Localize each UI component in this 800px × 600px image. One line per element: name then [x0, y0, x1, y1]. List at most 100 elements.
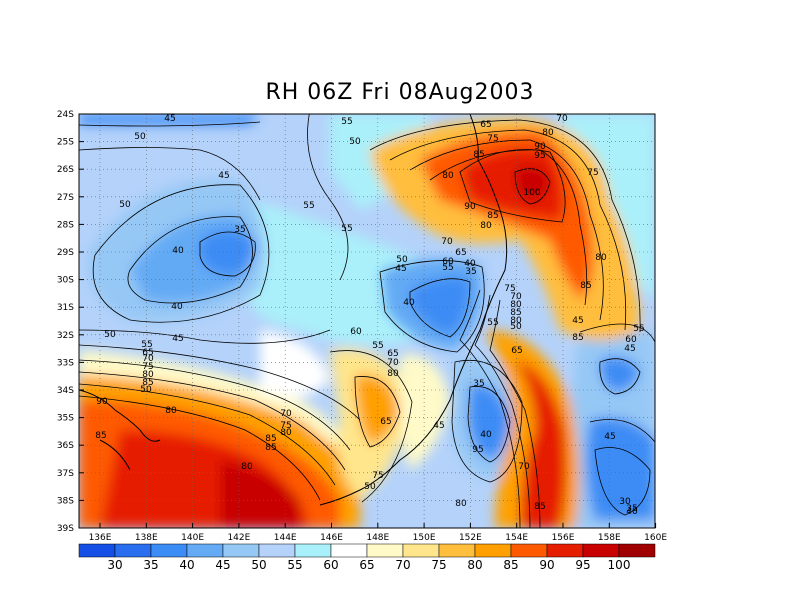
- contour-label: 50: [104, 330, 116, 340]
- contour-label: 55: [633, 324, 644, 334]
- contour-label: 75: [280, 421, 291, 431]
- colorbar-swatch: [402, 543, 440, 558]
- colorbar-label: 95: [575, 558, 590, 572]
- lat-tick-label: 29S: [57, 248, 74, 258]
- lat-tick-label: 38S: [57, 496, 74, 506]
- lon-tick-label: 154E: [505, 533, 528, 543]
- contour-label: 85: [580, 281, 591, 291]
- colorbar-label: 60: [323, 558, 338, 572]
- contour-label: 45: [218, 171, 229, 181]
- lat-tick-label: 28S: [57, 220, 74, 230]
- contour-label: 50: [140, 385, 152, 395]
- contour-label: 40: [480, 430, 492, 440]
- colorbar-swatch: [330, 543, 368, 558]
- colorbar-label: 65: [359, 558, 374, 572]
- contour-label: 55: [487, 318, 498, 328]
- contour-lines: [79, 114, 655, 528]
- contour-label: 85: [510, 308, 521, 318]
- contour-label: 35: [626, 504, 637, 514]
- lon-tick-label: 156E: [552, 533, 575, 543]
- colorbar-label: 80: [467, 558, 482, 572]
- colorbar-swatch: [186, 543, 224, 558]
- colorbar-swatch: [222, 543, 260, 558]
- lat-tick-label: 32S: [57, 331, 74, 341]
- contour-label: 90: [534, 142, 546, 152]
- contour-label: 80: [542, 128, 554, 138]
- contour-label: 55: [341, 117, 352, 127]
- colorbar-label: 90: [539, 558, 554, 572]
- rh-field: [79, 114, 655, 528]
- contour-label: 50: [510, 322, 522, 332]
- contour-label: 95: [472, 445, 483, 455]
- contour-label: 85: [473, 150, 484, 160]
- colorbar: 30 35 40 45 50 55 60 65 70 75 80 85 90 95 100: [78, 543, 656, 572]
- contour-label: 50: [134, 132, 146, 142]
- lon-tick-label: 140E: [181, 533, 204, 543]
- lon-tick-label: 148E: [366, 533, 389, 543]
- coastline: [79, 114, 508, 506]
- contour-label: 75: [142, 362, 153, 372]
- contour-label: 65: [455, 248, 466, 258]
- contour-label: 80: [142, 370, 154, 380]
- lon-tick-label: 150E: [413, 533, 436, 543]
- contour-label: 65: [511, 346, 522, 356]
- contour-label: 80: [280, 428, 292, 438]
- lat-tick-label: 33S: [57, 358, 74, 368]
- contour-label: 70: [510, 292, 522, 302]
- contour-label: 100: [523, 188, 540, 198]
- contour-label: 95: [534, 151, 545, 161]
- contour-label: 45: [433, 421, 444, 431]
- colorbar-label: 45: [215, 558, 230, 572]
- colorbar-label: 40: [179, 558, 194, 572]
- contour-label: 80: [455, 499, 467, 509]
- contour-label: 70: [280, 409, 292, 419]
- colorbar-swatch: [582, 543, 620, 558]
- contour-label: 60: [350, 327, 362, 337]
- lat-tick-label: 31S: [57, 303, 74, 313]
- contour-label: 85: [572, 333, 583, 343]
- colorbar-swatch: [78, 543, 116, 558]
- contour-label: 65: [142, 348, 153, 358]
- contour-label: 65: [480, 120, 491, 130]
- lon-tick-label: 160E: [644, 533, 667, 543]
- lon-tick-label: 144E: [274, 533, 297, 543]
- colorbar-label: 75: [431, 558, 446, 572]
- contour-label: 80: [387, 369, 399, 379]
- contour-label: 35: [473, 379, 484, 389]
- contour-label: 70: [387, 358, 399, 368]
- contour-label: 70: [556, 114, 568, 124]
- colorbar-label: 35: [143, 558, 158, 572]
- lat-tick-label: 26S: [57, 165, 74, 175]
- contour-label: 55: [372, 341, 383, 351]
- contour-label: 40: [626, 507, 638, 517]
- map-title: RH 06Z Fri 08Aug2003: [265, 80, 535, 105]
- colorbar-label: 100: [608, 558, 631, 572]
- contour-label: 60: [625, 335, 637, 345]
- contour-label: 80: [442, 171, 454, 181]
- lon-tick-label: 158E: [598, 533, 621, 543]
- colorbar-swatch: [510, 543, 548, 558]
- contour-label: 70: [142, 354, 154, 364]
- contour-label: 45: [604, 432, 615, 442]
- colorbar-swatch: [618, 543, 656, 558]
- lat-tick-label: 27S: [57, 193, 74, 203]
- contour-label: 45: [164, 114, 175, 124]
- contour-label: 90: [96, 397, 108, 407]
- contour-label: 55: [141, 340, 152, 350]
- lon-tick-label: 138E: [135, 533, 158, 543]
- colorbar-label: 85: [503, 558, 518, 572]
- contour-label: 40: [403, 298, 415, 308]
- contour-label: 85: [534, 502, 545, 512]
- contour-label: 75: [487, 134, 498, 144]
- contour-label: 65: [387, 349, 398, 359]
- contour-label: 55: [341, 224, 352, 234]
- contour-label: 75: [587, 168, 598, 178]
- contour-label: 40: [171, 302, 183, 312]
- contour-label: 45: [395, 264, 406, 274]
- lon-tick-label: 142E: [227, 533, 250, 543]
- contour-label: 55: [442, 263, 453, 273]
- contour-label: 65: [380, 417, 391, 427]
- contour-label: 60: [442, 257, 454, 267]
- contour-label: 45: [572, 316, 583, 326]
